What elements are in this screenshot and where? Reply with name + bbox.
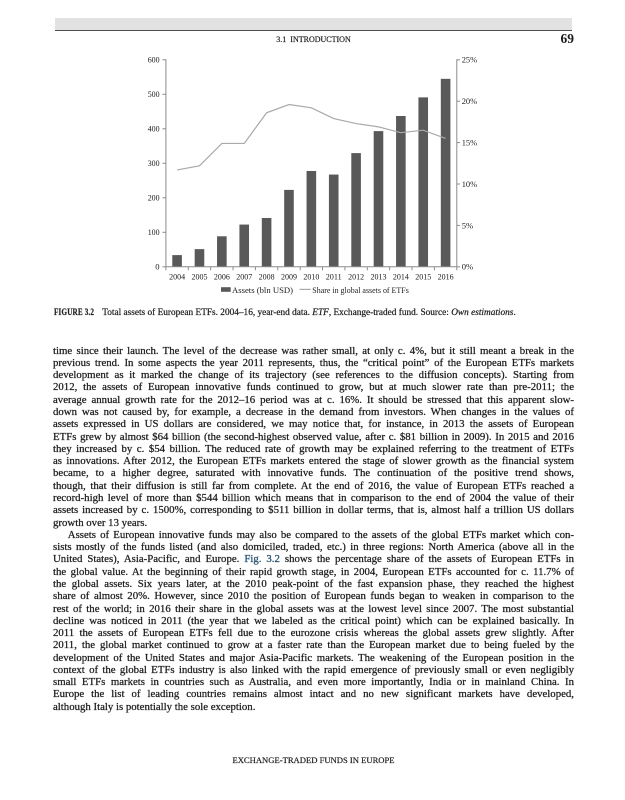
svg-text:2004: 2004 <box>169 272 186 282</box>
svg-text:25%: 25% <box>462 55 477 65</box>
svg-text:2010: 2010 <box>303 272 319 282</box>
svg-text:500: 500 <box>148 89 160 99</box>
svg-text:2015: 2015 <box>415 272 431 282</box>
svg-text:2006: 2006 <box>214 272 231 282</box>
svg-text:2009: 2009 <box>281 272 297 282</box>
svg-text:2011: 2011 <box>326 272 342 282</box>
svg-text:2007: 2007 <box>236 272 253 282</box>
svg-text:2012: 2012 <box>348 272 364 282</box>
svg-text:15%: 15% <box>462 138 477 148</box>
svg-text:0%: 0% <box>462 262 473 272</box>
svg-text:300: 300 <box>148 158 160 168</box>
svg-text:5%: 5% <box>462 220 473 230</box>
svg-text:400: 400 <box>148 124 160 134</box>
svg-text:2005: 2005 <box>191 272 207 282</box>
svg-text:Assets (bln USD): Assets (bln USD) <box>232 285 293 295</box>
svg-text:20%: 20% <box>462 96 477 106</box>
svg-text:200: 200 <box>148 193 160 203</box>
svg-text:100: 100 <box>148 227 160 237</box>
svg-text:2008: 2008 <box>259 272 275 282</box>
svg-text:600: 600 <box>148 55 160 65</box>
svg-text:10%: 10% <box>462 179 477 189</box>
svg-text:2013: 2013 <box>370 272 386 282</box>
svg-text:0: 0 <box>155 262 159 272</box>
svg-text:2014: 2014 <box>393 272 410 282</box>
svg-text:Share in global assets of ETFs: Share in global assets of ETFs <box>312 285 409 295</box>
svg-text:2016: 2016 <box>438 272 455 282</box>
